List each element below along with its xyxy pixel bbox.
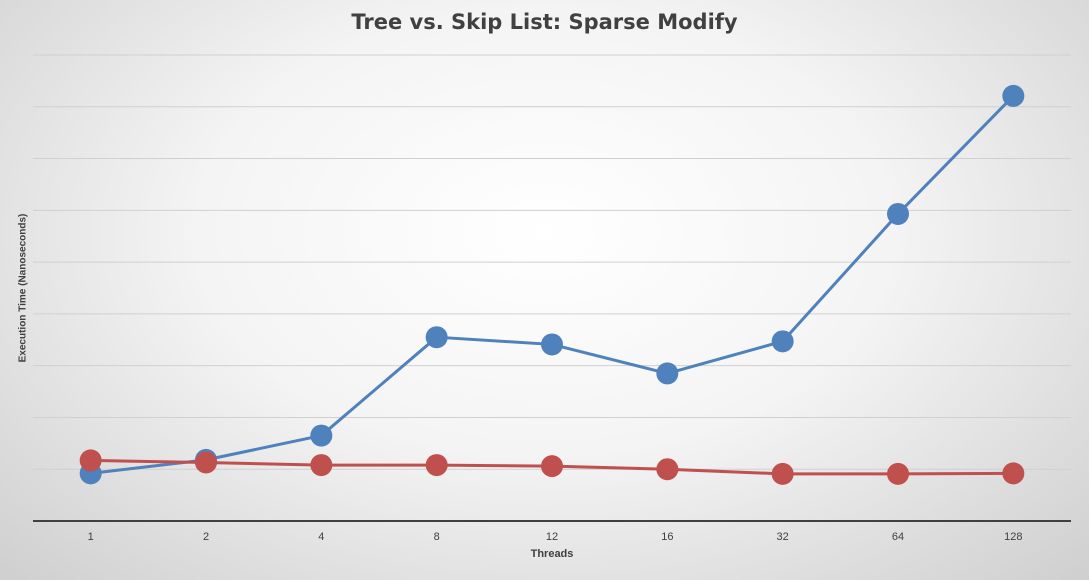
- series-2-point: [1002, 462, 1025, 485]
- x-axis-label: Threads: [530, 548, 574, 560]
- series-2-point: [771, 462, 794, 485]
- series-line-1: [90, 94, 1015, 475]
- series-1-point: [887, 202, 909, 225]
- series-2-point: [887, 462, 909, 485]
- series-1-point: [1002, 84, 1025, 107]
- series-1-point: [771, 330, 794, 353]
- series-2-point: [310, 454, 333, 477]
- series-1-point: [310, 424, 333, 447]
- chart-title: Tree vs. Skip List: Sparse Modify: [351, 10, 738, 34]
- x-tick-label: 2: [203, 531, 209, 543]
- series-1-point: [541, 333, 563, 356]
- x-tick-label: 8: [434, 531, 440, 543]
- x-tick-labels: 1 2 4 8 12 16 32 64 128: [88, 531, 1023, 543]
- x-tick-label: 64: [892, 531, 904, 543]
- x-tick-label: 12: [546, 531, 558, 543]
- x-tick-label: 1: [88, 531, 94, 543]
- x-tick-label: 32: [777, 531, 789, 543]
- series-1-point: [656, 362, 679, 385]
- series-2-point: [656, 458, 679, 481]
- series-2-point: [425, 454, 448, 477]
- gridlines: [33, 54, 1071, 470]
- x-tick-label: 4: [318, 531, 324, 543]
- series-2-point: [79, 449, 102, 472]
- x-tick-label: 16: [661, 531, 673, 543]
- series-1-point: [425, 326, 448, 349]
- series-2-point: [195, 451, 217, 474]
- series-2-point: [541, 455, 563, 478]
- x-tick-label: 128: [1004, 531, 1022, 543]
- series-markers: [79, 84, 1025, 485]
